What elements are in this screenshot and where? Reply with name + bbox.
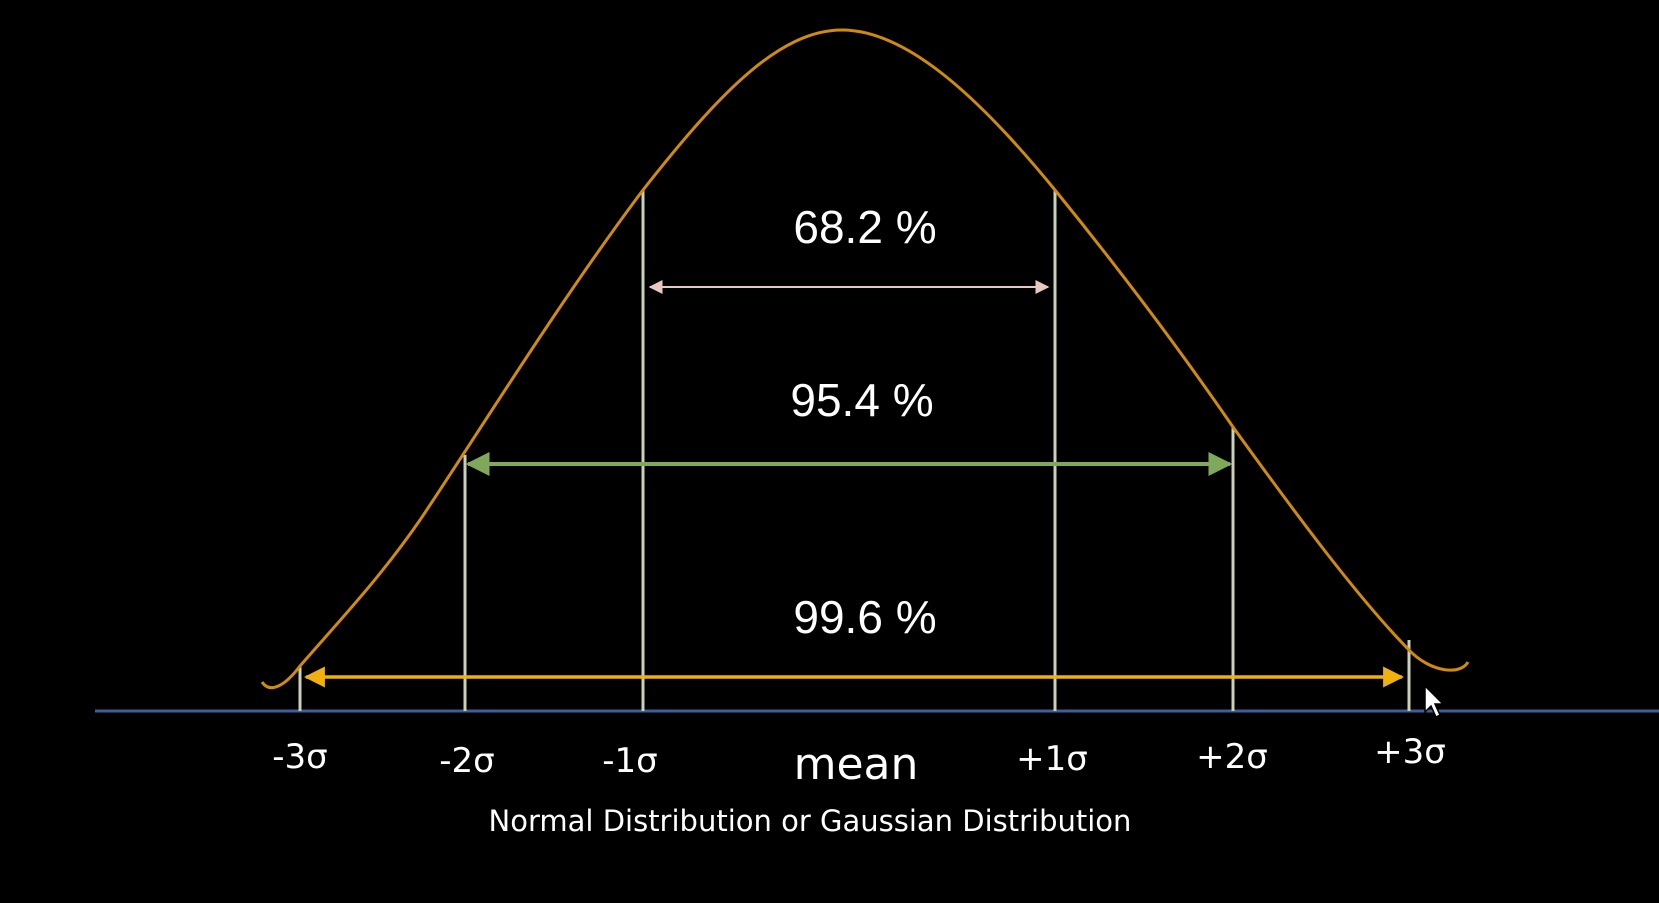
band-95-label: 95.4 % (790, 374, 933, 426)
tick-label-plus-2: +2σ (1196, 737, 1268, 777)
tick-label-minus-2: -2σ (439, 741, 494, 781)
pointer-arrow-icon (1424, 684, 1445, 719)
tick-label-plus-1: +1σ (1016, 739, 1088, 779)
band-99-label: 99.6 % (793, 591, 936, 643)
tick-label-mean: mean (794, 739, 919, 790)
tick-label-minus-1: -1σ (602, 741, 657, 781)
tick-label-plus-3: +3σ (1374, 732, 1446, 772)
tick-label-minus-3: -3σ (272, 737, 327, 777)
diagram-caption: Normal Distribution or Gaussian Distribu… (489, 804, 1132, 838)
band-68-label: 68.2 % (793, 201, 936, 253)
bell-curve (260, 28, 1470, 689)
